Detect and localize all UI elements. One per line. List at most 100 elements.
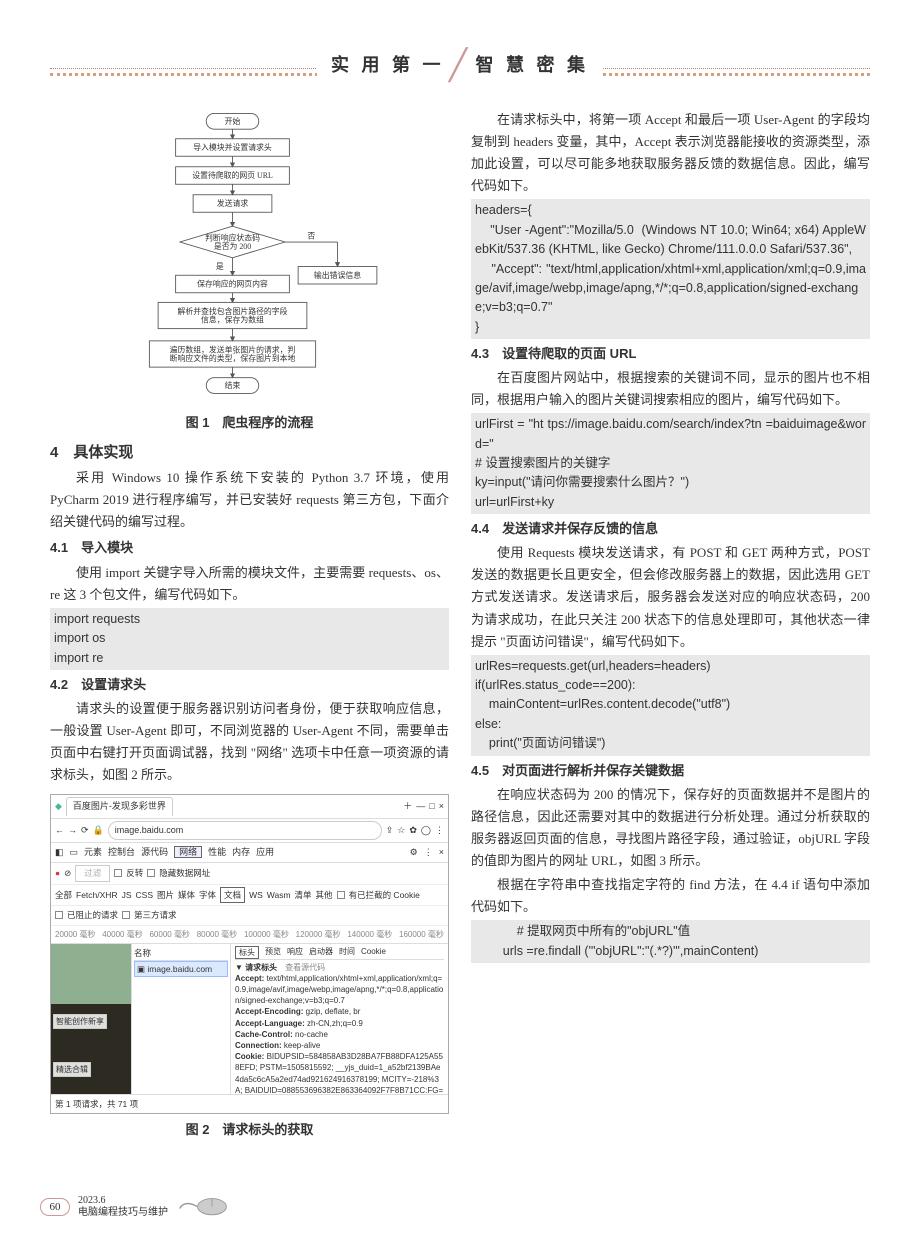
close-devtools-icon[interactable]: × (439, 845, 444, 860)
timeline-tick: 120000 毫秒 (296, 928, 341, 941)
heading-4: 4 具体实现 (50, 440, 449, 466)
devtools-tab[interactable]: 源代码 (141, 847, 168, 857)
extensions-icon[interactable]: ✿ (409, 823, 417, 838)
third-party-label: 第三方请求 (134, 908, 177, 922)
request-list: 名称 ▣ image.baidu.com (131, 944, 231, 1094)
type-filter[interactable]: JS (122, 888, 132, 902)
code-4-3: urlFirst = "ht tps://image.baidu.com/sea… (471, 413, 870, 514)
svg-text:结束: 结束 (224, 380, 240, 390)
nav-reload-icon[interactable]: ⟳ (81, 823, 89, 838)
svg-text:开始: 开始 (224, 116, 240, 126)
header-row: Cache-Control: no-cache (235, 1029, 444, 1040)
figure-2-caption: 图 2 请求标头的获取 (50, 1119, 449, 1141)
devtools-tab[interactable]: 网络 (174, 846, 202, 858)
left-column: 开始导入模块并设置请求头设置待爬取的网页 URL发送请求判断响应状态码是否为 2… (50, 109, 449, 1147)
window-maximize-icon[interactable]: □ (429, 799, 434, 814)
svg-text:发送请求: 发送请求 (216, 198, 248, 208)
svg-text:保存响应的网页内容: 保存响应的网页内容 (197, 279, 268, 289)
header-row: Connection: keep-alive (235, 1040, 444, 1051)
type-filter[interactable]: 其他 (316, 888, 333, 902)
devtools-tab[interactable]: 应用 (256, 847, 274, 857)
settings-icon[interactable]: ⚙ (410, 845, 418, 860)
nav-forward-icon[interactable]: → (68, 823, 77, 838)
timeline-tick: 160000 毫秒 (399, 928, 444, 941)
page-preview-pane: 智能创作新享 精选合辑 (51, 944, 131, 1094)
type-filter[interactable]: 文档 (220, 887, 245, 903)
devtools-tab[interactable]: 内存 (232, 847, 250, 857)
request-headers-section[interactable]: ▼ 请求标头 (235, 963, 277, 972)
hide-data-url-checkbox[interactable] (147, 869, 155, 877)
para-r1: 在请求标头中，将第一项 Accept 和最后一项 User-Agent 的字段均… (471, 109, 870, 197)
devtools-tab[interactable]: 控制台 (108, 847, 135, 857)
preview-label-2: 精选合辑 (53, 1062, 91, 1078)
status-text: 第 1 项请求，共 71 项 (55, 1097, 138, 1111)
header-row: Accept-Language: zh-CN,zh;q=0.9 (235, 1018, 444, 1029)
type-filter[interactable]: Fetch/XHR (76, 888, 118, 902)
nav-back-icon[interactable]: ← (55, 823, 64, 838)
profile-icon[interactable]: ◯ (421, 823, 431, 838)
new-tab-icon[interactable]: ＋ (403, 799, 412, 814)
devtools-tab[interactable]: 性能 (208, 847, 226, 857)
timeline-tick: 80000 毫秒 (197, 928, 237, 941)
cookie-checkbox[interactable] (337, 891, 345, 899)
figure-2-devtools: ◆ 百度图片-发现多彩世界 ＋ — □ × ← → ⟳ 🔒 image.baid… (50, 794, 449, 1114)
record-icon[interactable]: ● (55, 866, 60, 880)
blocked-req-checkbox[interactable] (55, 911, 63, 919)
star-icon[interactable]: ☆ (397, 823, 405, 838)
type-filter[interactable]: 媒体 (178, 888, 195, 902)
header-row: Accept: text/html,application/xhtml+xml,… (235, 973, 444, 1007)
device-icon[interactable]: ▭ (70, 845, 79, 860)
code-4-4: urlRes=requests.get(url,headers=headers)… (471, 655, 870, 756)
type-filter[interactable]: 清单 (295, 888, 312, 902)
para-4-3: 在百度图片网站中，根据搜索的关键词不同，显示的图片也不相同，根据用户输入的图片关… (471, 367, 870, 411)
figure-1-flowchart: 开始导入模块并设置请求头设置待爬取的网页 URL发送请求判断响应状态码是否为 2… (50, 109, 449, 407)
timeline-ruler: 20000 毫秒40000 毫秒60000 毫秒80000 毫秒100000 毫… (51, 926, 448, 944)
heading-4-2: 4.2 设置请求头 (50, 674, 449, 696)
svg-text:是: 是 (215, 262, 223, 271)
share-icon[interactable]: ⇪ (386, 823, 394, 838)
menu-icon[interactable]: ⋮ (435, 823, 444, 838)
invert-checkbox[interactable] (114, 869, 122, 877)
header-row: Accept-Encoding: gzip, deflate, br (235, 1006, 444, 1017)
timeline-tick: 40000 毫秒 (102, 928, 142, 941)
more-icon[interactable]: ⋮ (424, 845, 433, 860)
mouse-icon (176, 1190, 230, 1225)
header-tab[interactable]: 响应 (287, 946, 303, 959)
clear-icon[interactable]: ⊘ (64, 866, 71, 880)
para-4: 采用 Windows 10 操作系统下安装的 Python 3.7 环境，使用 … (50, 467, 449, 533)
address-bar[interactable]: image.baidu.com (108, 821, 382, 840)
type-filter[interactable]: 字体 (199, 888, 216, 902)
request-row[interactable]: ▣ image.baidu.com (134, 961, 228, 977)
window-minimize-icon[interactable]: — (416, 799, 425, 814)
window-close-icon[interactable]: × (439, 799, 444, 814)
type-filter[interactable]: 图片 (157, 888, 174, 902)
preview-label-1: 智能创作新享 (53, 1014, 107, 1030)
type-filter[interactable]: CSS (136, 888, 153, 902)
filter-input[interactable]: 过滤 (75, 865, 110, 881)
header-tab[interactable]: 预览 (265, 946, 281, 959)
type-filter[interactable]: WS (249, 888, 263, 902)
header-tab[interactable]: 标头 (235, 946, 259, 959)
right-column: 在请求标头中，将第一项 Accept 和最后一项 User-Agent 的字段均… (471, 109, 870, 1147)
browser-tab[interactable]: 百度图片-发现多彩世界 (66, 797, 173, 815)
view-source-link[interactable]: 查看源代码 (285, 963, 325, 972)
svg-text:导入模块并设置请求头: 导入模块并设置请求头 (193, 142, 272, 152)
header-tab[interactable]: 启动器 (309, 946, 333, 959)
header-tab[interactable]: 时间 (339, 946, 355, 959)
timeline-tick: 60000 毫秒 (149, 928, 189, 941)
para-4-1: 使用 import 关键字导入所需的模块文件，主要需要 requests、os、… (50, 562, 449, 606)
header-right: 智 慧 密 集 (476, 55, 590, 75)
code-headers: headers={ "User -Agent":"Mozilla/5.0 (Wi… (471, 199, 870, 339)
third-party-checkbox[interactable] (122, 911, 130, 919)
para-4-5a: 在响应状态码为 200 的情况下，保存好的页面数据并不是图片的路径信息，因此还需… (471, 784, 870, 872)
blocked-req-label: 已阻止的请求 (67, 908, 118, 922)
type-filter[interactable]: Wasm (267, 888, 291, 902)
page-header: 实 用 第 一 ╱ 智 慧 密 集 (50, 40, 870, 91)
type-filter[interactable]: 全部 (55, 888, 72, 902)
inspect-icon[interactable]: ◧ (55, 845, 64, 860)
footer-date: 2023.6 (78, 1195, 168, 1207)
devtools-tab[interactable]: 元素 (84, 847, 102, 857)
header-tab[interactable]: Cookie (361, 946, 386, 959)
browser-favicon-icon: ◆ (55, 799, 62, 814)
invert-label: 反转 (126, 866, 143, 880)
